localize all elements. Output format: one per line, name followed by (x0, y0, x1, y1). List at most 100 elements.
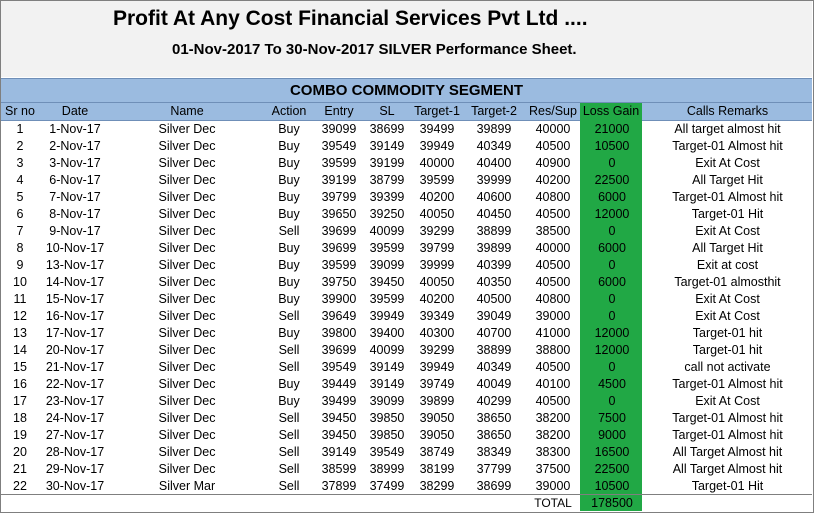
cell-res-sup: 39000 (535, 309, 571, 323)
cell-action: Buy (278, 190, 300, 204)
cell-name: Silver Dec (158, 292, 216, 306)
col-header-target-2: Target-2 (471, 104, 517, 118)
cell-entry: 39099 (321, 122, 357, 136)
cell-date: 21-Nov-17 (45, 360, 105, 374)
table-row: 19 27-Nov-17 Silver Dec Sell 39450 39850 39050… (1, 427, 812, 444)
cell-entry: 37899 (321, 479, 357, 493)
cell-action: Buy (278, 139, 300, 153)
cell-remarks: Target-01 Almost hit (672, 411, 783, 425)
table-row: 5 7-Nov-17 Silver Dec Buy 39799 39399 40200 406… (1, 189, 812, 206)
cell-target-1: 39299 (419, 343, 455, 357)
table-row: 21 29-Nov-17 Silver Dec Sell 38599 38999 38199… (1, 461, 812, 478)
cell-entry: 38599 (321, 462, 357, 476)
cell-loss-gain: 6000 (598, 190, 626, 204)
cell-date: 7-Nov-17 (49, 190, 101, 204)
cell-loss-gain: 12000 (594, 326, 630, 340)
cell-sl: 38999 (369, 462, 405, 476)
cell-sr-no: 8 (16, 241, 24, 255)
col-header-date: Date (61, 104, 89, 118)
cell-action: Sell (278, 360, 300, 374)
cell-loss-gain: 16500 (594, 445, 630, 459)
total-row: TOTAL 178500 (1, 494, 812, 512)
table-row: 9 13-Nov-17 Silver Dec Buy 39599 39099 39999 40… (1, 257, 812, 274)
cell-name: Silver Dec (158, 360, 216, 374)
table-row: 14 20-Nov-17 Silver Dec Sell 39699 40099 39299… (1, 342, 812, 359)
cell-action: Sell (278, 462, 300, 476)
table-row: 18 24-Nov-17 Silver Dec Sell 39450 39850 39050… (1, 410, 812, 427)
col-header-target-1: Target-1 (414, 104, 460, 118)
cell-remarks: Exit At Cost (695, 292, 760, 306)
cell-date: 9-Nov-17 (49, 224, 101, 238)
cell-entry: 39449 (321, 377, 357, 391)
cell-date: 20-Nov-17 (45, 343, 105, 357)
cell-date: 16-Nov-17 (45, 309, 105, 323)
cell-action: Sell (278, 428, 300, 442)
cell-remarks: All Target Almost hit (672, 462, 783, 476)
cell-action: Buy (278, 241, 300, 255)
cell-name: Silver Dec (158, 173, 216, 187)
cell-target-1: 39349 (419, 309, 455, 323)
cell-loss-gain: 22500 (594, 173, 630, 187)
cell-target-1: 39949 (419, 139, 455, 153)
cell-entry: 39800 (321, 326, 357, 340)
table-row: 1 1-Nov-17 Silver Dec Buy 39099 38699 39499 398… (1, 121, 812, 138)
cell-sl: 39399 (369, 190, 405, 204)
cell-loss-gain: 12000 (594, 343, 630, 357)
cell-sr-no: 20 (13, 445, 27, 459)
table-row: 8 10-Nov-17 Silver Dec Buy 39699 39599 39799 39… (1, 240, 812, 257)
cell-sr-no: 13 (13, 326, 27, 340)
cell-sr-no: 19 (13, 428, 27, 442)
cell-target-2: 38899 (476, 343, 512, 357)
cell-loss-gain: 6000 (598, 275, 626, 289)
cell-sl: 39099 (369, 258, 405, 272)
cell-res-sup: 40900 (535, 156, 571, 170)
cell-sl: 39599 (369, 241, 405, 255)
cell-name: Silver Dec (158, 445, 216, 459)
cell-remarks: Target-01 hit (692, 326, 763, 340)
cell-res-sup: 40500 (535, 139, 571, 153)
cell-res-sup: 40000 (535, 122, 571, 136)
cell-sl: 39549 (369, 445, 405, 459)
cell-remarks: Target-01 Hit (691, 479, 764, 493)
cell-target-1: 39999 (419, 258, 455, 272)
cell-remarks: All target almost hit (674, 122, 781, 136)
cell-name: Silver Dec (158, 377, 216, 391)
col-header-entry: Entry (324, 104, 354, 118)
cell-target-1: 40050 (419, 275, 455, 289)
cell-target-2: 40399 (476, 258, 512, 272)
cell-date: 10-Nov-17 (45, 241, 105, 255)
cell-loss-gain: 0 (608, 309, 616, 323)
total-label: TOTAL (534, 496, 572, 510)
cell-sl: 39599 (369, 292, 405, 306)
cell-loss-gain: 0 (608, 224, 616, 238)
cell-target-1: 39949 (419, 360, 455, 374)
cell-loss-gain: 9000 (598, 428, 626, 442)
cell-target-2: 38650 (476, 428, 512, 442)
cell-sl: 39199 (369, 156, 405, 170)
cell-date: 27-Nov-17 (45, 428, 105, 442)
cell-action: Buy (278, 156, 300, 170)
cell-entry: 39699 (321, 224, 357, 238)
cell-action: Buy (278, 377, 300, 391)
cell-sr-no: 7 (16, 224, 24, 238)
cell-target-1: 39299 (419, 224, 455, 238)
table-row: 11 15-Nov-17 Silver Dec Buy 39900 39599 40200 4… (1, 291, 812, 308)
cell-target-2: 38349 (476, 445, 512, 459)
table-row: 15 21-Nov-17 Silver Dec Sell 39549 39149 39949… (1, 359, 812, 376)
cell-loss-gain: 0 (608, 156, 616, 170)
cell-entry: 39650 (321, 207, 357, 221)
table-row: 16 22-Nov-17 Silver Dec Buy 39449 39149 39749 4… (1, 376, 812, 393)
cell-res-sup: 40500 (535, 394, 571, 408)
col-header-sl: SL (379, 104, 395, 118)
cell-name: Silver Dec (158, 139, 216, 153)
cell-sr-no: 2 (16, 139, 24, 153)
cell-sl: 40099 (369, 224, 405, 238)
cell-date: 30-Nov-17 (45, 479, 105, 493)
cell-remarks: Exit At Cost (695, 156, 760, 170)
report-subtitle: 01-Nov-2017 To 30-Nov-2017 SILVER Perfor… (172, 41, 577, 58)
cell-target-1: 39899 (419, 394, 455, 408)
cell-loss-gain: 21000 (594, 122, 630, 136)
cell-res-sup: 40800 (535, 190, 571, 204)
cell-name: Silver Dec (158, 241, 216, 255)
cell-target-2: 37799 (476, 462, 512, 476)
